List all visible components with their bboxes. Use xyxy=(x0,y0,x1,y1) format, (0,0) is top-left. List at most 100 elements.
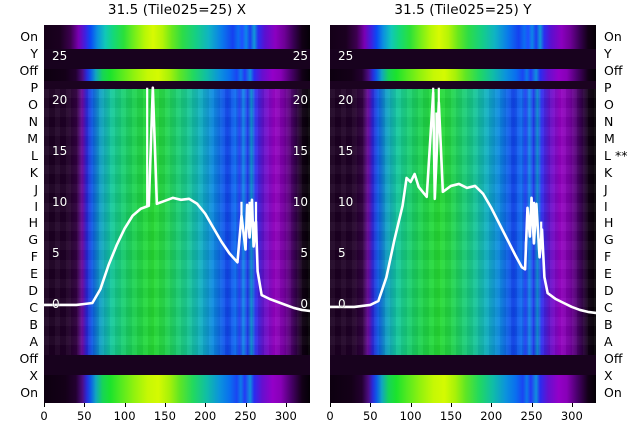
ytick-left-10: 10 xyxy=(338,195,354,209)
x-tick-label-left-6: 300 xyxy=(274,409,297,423)
category-tick-left-13: F xyxy=(30,249,38,265)
x-tick-label-right-0: 0 xyxy=(326,409,334,423)
top-spectral-band-right xyxy=(330,25,596,49)
heatmap-panel-left[interactable]: 25 20 15 10 5 0 25 20 15 10 5 0 xyxy=(44,25,310,403)
category-tick-right-2: Off xyxy=(604,62,623,78)
ytick-right-15: 15 xyxy=(292,144,308,158)
heatmap-row-texture xyxy=(330,89,596,355)
x-tick-mark-right-4 xyxy=(491,403,493,407)
ytick-right-20: 20 xyxy=(292,93,308,107)
x-tick-label-right-6: 300 xyxy=(560,409,583,423)
x-axis-right: 0 50 100 150 200 250 300 xyxy=(326,403,596,437)
x-tick-mark-right-0 xyxy=(330,403,331,407)
bottom-spectral-band-right xyxy=(330,375,596,403)
category-tick-right-4: O xyxy=(604,96,614,112)
category-tick-left-16: C xyxy=(29,300,38,316)
category-axis-left: On Y Off P O N M L K J I H G F E D C B A Off X On xyxy=(2,25,42,403)
x-axis-left: 0 50 100 150 200 250 300 xyxy=(40,403,310,437)
category-tick-right-1: Y xyxy=(604,45,612,61)
category-tick-left-5: N xyxy=(28,113,38,129)
ytick-left-25: 25 xyxy=(338,49,354,63)
panel-title-right: 31.5 (Tile025=25) Y xyxy=(394,2,532,18)
category-tick-left-9: J xyxy=(34,181,38,197)
x-tick-label-left-3: 150 xyxy=(153,409,176,423)
ytick-right-5: 5 xyxy=(300,246,308,260)
dark-band-upper-right xyxy=(330,49,596,69)
category-tick-right-10: I xyxy=(604,198,608,214)
category-tick-left-20: X xyxy=(29,368,38,384)
x-tick-label-left-2: 100 xyxy=(113,409,136,423)
x-tick-mark-left-5 xyxy=(245,403,247,407)
category-tick-left-6: M xyxy=(27,130,38,146)
x-tick-mark-left-4 xyxy=(205,403,207,407)
category-tick-right-12: G xyxy=(604,232,614,248)
x-tick-mark-left-2 xyxy=(124,403,126,407)
dark-gap-left xyxy=(44,81,310,89)
category-tick-left-19: Off xyxy=(19,351,38,367)
category-tick-right-7: L ** xyxy=(604,147,628,163)
ytick-right-25: 25 xyxy=(292,49,308,63)
category-tick-left-4: O xyxy=(28,96,38,112)
category-tick-right-5: N xyxy=(604,113,614,129)
bottom-spectral-band-left xyxy=(44,375,310,403)
category-tick-left-10: I xyxy=(34,198,38,214)
thin-spectral-band-right xyxy=(330,69,596,81)
category-tick-right-14: E xyxy=(604,266,612,282)
heatmap-column-texture xyxy=(330,89,596,355)
ytick-left-0: 0 xyxy=(338,297,346,311)
category-tick-left-12: G xyxy=(28,232,38,248)
top-spectral-band-left xyxy=(44,25,310,49)
panel-title-left: 31.5 (Tile025=25) X xyxy=(107,2,247,18)
category-tick-right-9: J xyxy=(604,181,608,197)
dark-band-upper-left xyxy=(44,49,310,69)
x-tick-mark-right-6 xyxy=(571,403,573,407)
category-tick-left-1: Y xyxy=(30,45,38,61)
x-tick-mark-right-1 xyxy=(370,403,372,407)
ytick-left-15: 15 xyxy=(338,144,354,158)
category-axis-right: On Y Off P O N M L ** K J I H G F E D C B A Off X On xyxy=(600,25,640,403)
x-tick-mark-left-3 xyxy=(164,403,166,407)
category-tick-right-19: Off xyxy=(604,351,623,367)
ytick-left-5: 5 xyxy=(52,246,60,260)
category-tick-right-8: K xyxy=(604,164,613,180)
category-tick-left-8: K xyxy=(29,164,38,180)
thin-spectral-band-left xyxy=(44,69,310,81)
ytick-right-10: 10 xyxy=(292,195,308,209)
category-tick-left-18: A xyxy=(29,334,38,350)
ytick-left-0: 0 xyxy=(52,297,60,311)
category-tick-right-13: F xyxy=(604,249,612,265)
x-tick-label-left-1: 50 xyxy=(76,409,92,423)
x-tick-label-right-4: 200 xyxy=(480,409,503,423)
category-tick-left-15: D xyxy=(28,283,38,299)
x-tick-mark-right-3 xyxy=(450,403,452,407)
category-tick-right-16: C xyxy=(604,300,613,316)
x-tick-mark-left-6 xyxy=(285,403,287,407)
category-tick-left-3: P xyxy=(30,79,38,95)
dark-gap-right xyxy=(330,81,596,89)
x-tick-label-right-2: 100 xyxy=(399,409,422,423)
x-tick-label-left-0: 0 xyxy=(40,409,48,423)
ytick-left-5: 5 xyxy=(338,246,346,260)
heatmap-row-texture xyxy=(44,89,310,355)
category-tick-left-14: E xyxy=(30,266,38,282)
category-tick-right-3: P xyxy=(604,79,612,95)
main-heatmap-right xyxy=(330,89,596,355)
ytick-right-0: 0 xyxy=(300,297,308,311)
heatmap-column-texture xyxy=(44,89,310,355)
category-tick-right-21: On xyxy=(604,385,622,400)
x-tick-label-right-5: 250 xyxy=(520,409,543,423)
x-tick-label-right-1: 50 xyxy=(362,409,378,423)
x-tick-mark-left-1 xyxy=(84,403,86,407)
category-tick-right-20: X xyxy=(604,368,613,384)
ytick-left-15: 15 xyxy=(52,144,68,158)
category-tick-left-7: L xyxy=(31,147,38,163)
ytick-left-10: 10 xyxy=(52,195,68,209)
dark-band-lower-left xyxy=(44,355,310,375)
ytick-left-20: 20 xyxy=(338,93,354,107)
dark-band-lower-right xyxy=(330,355,596,375)
category-tick-left-0: On xyxy=(20,29,38,44)
ytick-left-25: 25 xyxy=(52,49,68,63)
heatmap-panel-right[interactable]: 25 20 15 10 5 0 xyxy=(330,25,596,403)
category-tick-left-11: H xyxy=(28,215,38,231)
